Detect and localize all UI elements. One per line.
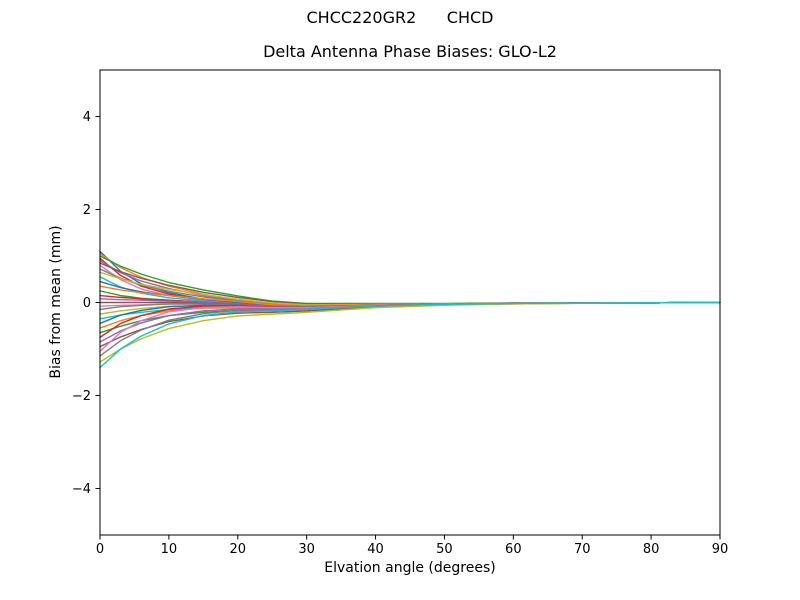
x-tick-label: 30 <box>298 542 315 557</box>
series-lines <box>99 250 721 369</box>
y-tick-label: 0 <box>83 296 91 311</box>
x-tick-label: 50 <box>436 542 453 557</box>
x-tick-label: 0 <box>96 542 104 557</box>
series-line <box>99 301 721 357</box>
chart-title: CHCC220GR2 CHCD <box>306 8 494 27</box>
x-tick-label: 90 <box>712 542 729 557</box>
series-line <box>99 301 721 363</box>
x-tick-label: 40 <box>367 542 384 557</box>
y-tick-label: −4 <box>72 482 91 497</box>
y-ticks: −4 −2 0 2 4 <box>72 110 100 497</box>
series-line <box>99 301 721 353</box>
x-tick-label: 80 <box>643 542 660 557</box>
x-axis-label: Elvation angle (degrees) <box>324 560 496 576</box>
x-tick-label: 10 <box>161 542 178 557</box>
y-tick-label: −2 <box>72 389 91 404</box>
chart-subtitle: Delta Antenna Phase Biases: GLO-L2 <box>263 42 557 61</box>
y-tick-label: 4 <box>83 110 91 125</box>
x-tick-label: 70 <box>574 542 591 557</box>
series-line <box>99 301 721 369</box>
series-line <box>99 301 721 339</box>
y-tick-label: 2 <box>83 203 91 218</box>
x-tick-label: 20 <box>230 542 247 557</box>
x-ticks: 0 10 20 30 40 50 60 70 80 90 <box>96 535 728 557</box>
x-tick-label: 60 <box>505 542 522 557</box>
series-line <box>99 255 721 305</box>
